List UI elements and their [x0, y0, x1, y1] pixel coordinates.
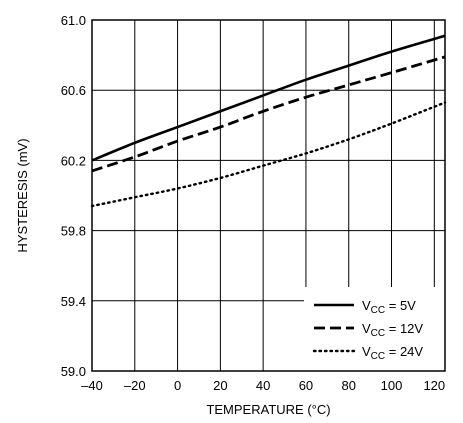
legend: VCC = 5V VCC = 12V VCC = 24V: [304, 287, 445, 371]
x-tick-label: 40: [256, 378, 270, 393]
series-line-2: [91, 55, 446, 173]
y-tick-label: 59.0: [61, 364, 86, 379]
y-tick-label: 59.4: [61, 294, 86, 309]
series-line-3: [90, 101, 447, 208]
y-tick-label: 60.6: [61, 83, 86, 98]
x-axis-label: TEMPERATURE (°C): [206, 402, 330, 417]
legend-entry-label: VCC = 12V: [362, 321, 423, 339]
legend-background: [304, 287, 445, 371]
legend-entry-label: VCC = 5V: [362, 298, 416, 316]
x-tick-label: 100: [381, 378, 403, 393]
series-line-1: [91, 34, 446, 162]
x-tick-label: 80: [341, 378, 355, 393]
x-tick-label: –40: [81, 378, 103, 393]
x-tick-label: –20: [124, 378, 146, 393]
x-tick-label: 0: [174, 378, 181, 393]
x-tick-label: 60: [299, 378, 313, 393]
plot-frame: [91, 19, 446, 372]
x-tick-label: 120: [423, 378, 445, 393]
y-tick-label: 61.0: [61, 13, 86, 28]
y-tick-label: 59.8: [61, 224, 86, 239]
legend-entry-label: VCC = 24V: [362, 344, 423, 362]
y-axis-label: HYSTERESIS (mV): [15, 138, 30, 252]
series-lines: [90, 34, 447, 208]
tick-labels: –40 –20 0 20 40 60 80 100 120 59.0 59.4 59.8 60.2 60.…: [61, 13, 445, 393]
x-tick-label: 20: [213, 378, 227, 393]
y-tick-label: 60.2: [61, 153, 86, 168]
